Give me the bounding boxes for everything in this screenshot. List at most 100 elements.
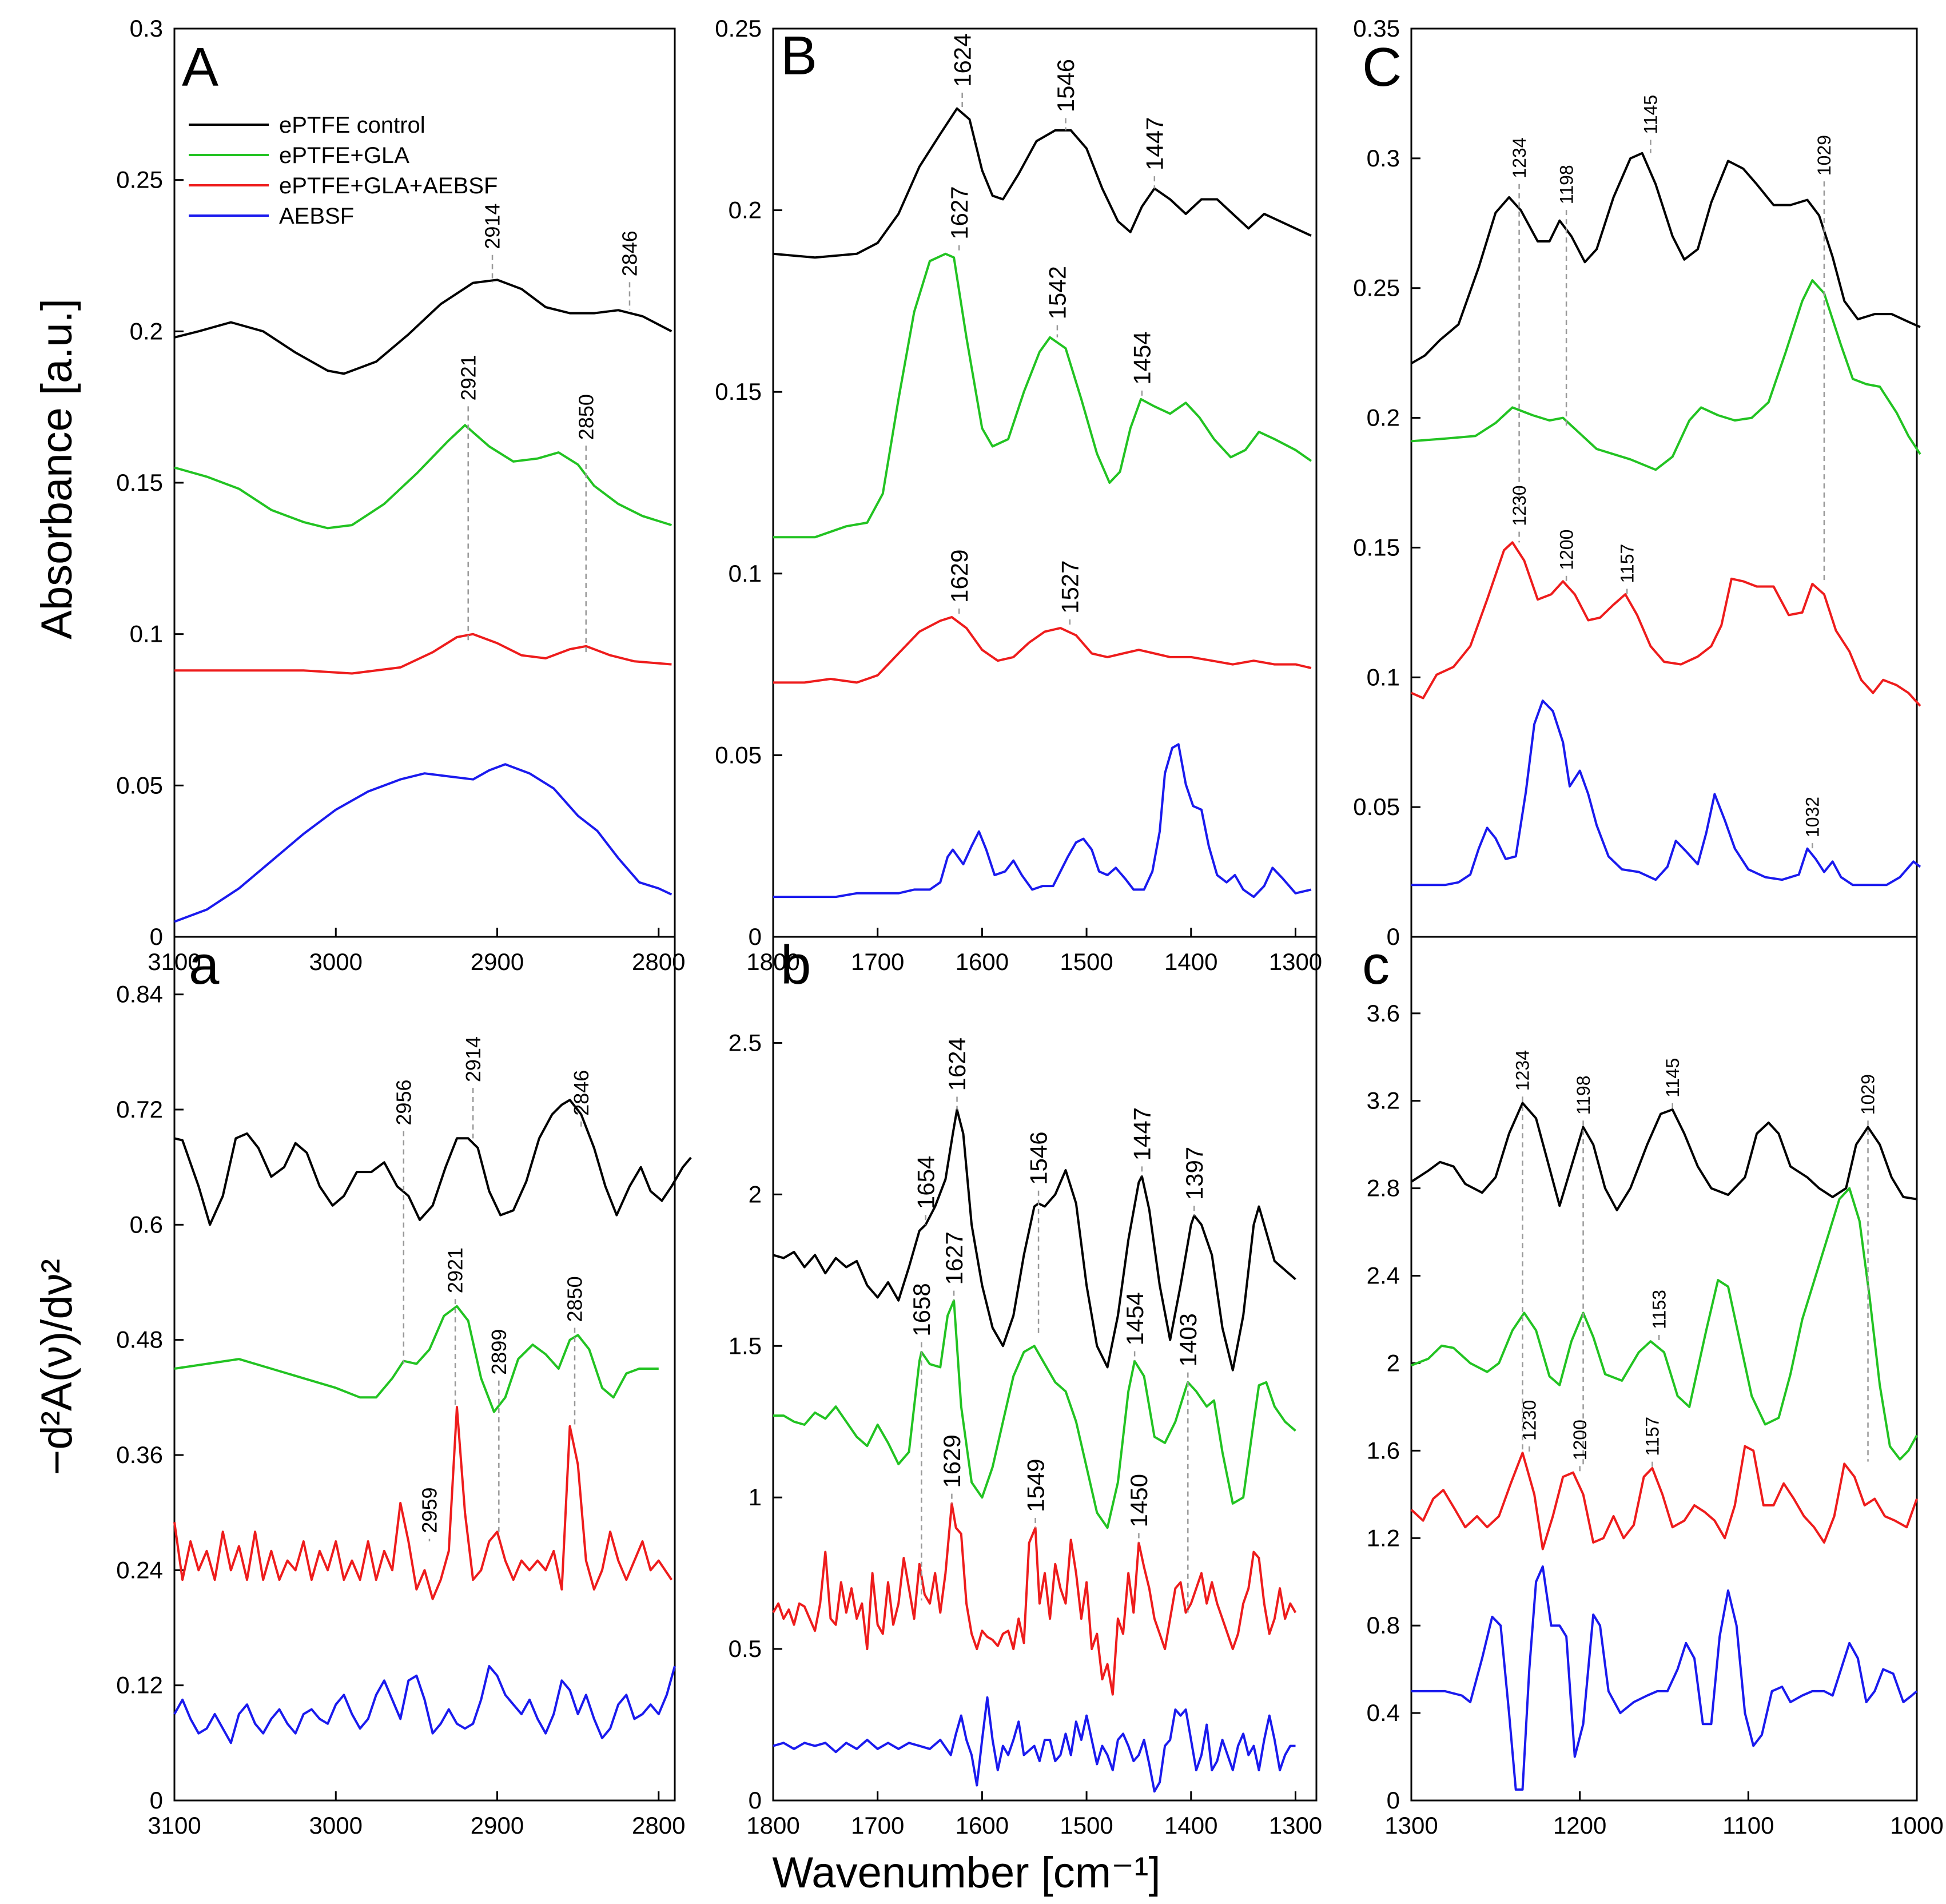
peak-label: 1157 xyxy=(1642,1417,1663,1456)
y-tick-label: 1.2 xyxy=(1367,1524,1400,1551)
peak-label: 1157 xyxy=(1617,544,1637,583)
panel-letter: B xyxy=(781,25,817,86)
y-axis-title-second-derivative: −d²A(ν)/dν² xyxy=(33,1259,81,1475)
peak-label: 1032 xyxy=(1802,797,1823,837)
x-tick-label: 1600 xyxy=(956,948,1009,975)
peak-label: 2914 xyxy=(461,1036,485,1082)
y-tick-label: 0.6 xyxy=(130,1211,163,1238)
y-tick-label: 0 xyxy=(150,923,163,950)
y-tick-label: 2.8 xyxy=(1367,1175,1400,1202)
y-tick-label: 0.15 xyxy=(715,378,762,405)
series-line xyxy=(173,1406,673,1600)
peak-label: 1029 xyxy=(1814,135,1834,176)
y-tick-label: 0 xyxy=(1387,923,1400,950)
y-tick-label: 0.35 xyxy=(1353,15,1400,42)
y-tick-label: 2.4 xyxy=(1367,1262,1400,1289)
y-tick-label: 0.4 xyxy=(1367,1699,1400,1726)
peak-label: 2846 xyxy=(570,1070,593,1116)
peak-label: 1542 xyxy=(1044,266,1071,319)
peak-label: 1527 xyxy=(1057,561,1084,614)
plot-frame xyxy=(772,936,1318,1802)
y-tick-label: 0.05 xyxy=(1353,793,1400,820)
peak-label: 1145 xyxy=(1662,1058,1683,1098)
y-tick-label: 0.05 xyxy=(715,741,762,768)
peak-label: 1198 xyxy=(1556,165,1577,204)
y-tick-label: 1.6 xyxy=(1367,1437,1400,1464)
x-tick-label: 1500 xyxy=(1060,948,1113,975)
peak-label: 1624 xyxy=(949,34,976,87)
legend-label: ePTFE+GLA+AEBSF xyxy=(279,173,498,198)
peak-label: 1549 xyxy=(1022,1459,1049,1512)
y-tick-label: 0.2 xyxy=(130,317,163,344)
peak-label: 1546 xyxy=(1025,1131,1052,1184)
legend-label: ePTFE+GLA xyxy=(279,143,409,168)
peak-label: 1397 xyxy=(1181,1147,1208,1200)
peak-label: 2850 xyxy=(574,394,598,440)
y-tick-label: 0.36 xyxy=(116,1441,163,1468)
peak-label: 1454 xyxy=(1129,331,1156,384)
peak-label: 1145 xyxy=(1641,95,1661,134)
y-tick-label: 0.24 xyxy=(116,1556,163,1583)
x-tick-label: 1200 xyxy=(1553,1812,1606,1839)
peak-label: 1629 xyxy=(938,1434,965,1488)
y-tick-label: 0.25 xyxy=(1353,275,1400,301)
plot-frame xyxy=(173,27,676,938)
series-line xyxy=(174,1305,659,1413)
y-tick-label: 0.8 xyxy=(1367,1612,1400,1639)
legend-entry: ePTFE+GLA+AEBSF xyxy=(189,173,498,198)
y-tick-label: 0.3 xyxy=(1367,145,1400,172)
legend: ePTFE control ePTFE+GLA ePTFE+GLA+AEBSF … xyxy=(189,113,498,229)
y-tick-label: 0.25 xyxy=(715,15,762,42)
series-line xyxy=(1411,1187,1918,1461)
x-tick-label: 1400 xyxy=(1164,1812,1217,1839)
panels-layer: A 0 0.05 0.1 0.15 0.2 0.25 0.3 3100 3000 2900 2800 2… xyxy=(116,15,1943,1839)
panel-letter: c xyxy=(1362,935,1390,996)
y-tick-label: 0.1 xyxy=(130,621,163,647)
y-tick-label: 0.48 xyxy=(116,1326,163,1353)
peak-label: 1200 xyxy=(1556,530,1577,570)
series-line xyxy=(174,763,672,923)
x-tick-label: 1600 xyxy=(956,1812,1009,1839)
y-axis-title-absorbance: Absorbance [a.u.] xyxy=(33,299,81,639)
series-line xyxy=(773,743,1312,899)
y-tick-label: 0.84 xyxy=(116,981,163,1008)
x-tick-label: 1300 xyxy=(1384,1812,1438,1839)
y-tick-label: 0.2 xyxy=(729,197,762,224)
y-tick-label: 0.15 xyxy=(116,469,163,496)
y-tick-label: 0.15 xyxy=(1353,534,1400,561)
y-tick-label: 0.5 xyxy=(729,1635,762,1662)
x-tick-label: 1100 xyxy=(1722,1812,1774,1839)
peak-label: 1627 xyxy=(946,186,973,239)
peak-label: 1230 xyxy=(1509,486,1530,526)
series-line xyxy=(1411,152,1921,365)
peak-label: 1546 xyxy=(1052,59,1079,112)
series-line xyxy=(1411,541,1921,707)
y-tick-label: 0.3 xyxy=(130,15,163,42)
legend-entry: ePTFE control xyxy=(189,113,425,138)
peak-label: 1624 xyxy=(944,1038,970,1091)
y-tick-label: 0 xyxy=(1387,1787,1400,1814)
peak-label: 1654 xyxy=(912,1156,939,1209)
peak-label: 2959 xyxy=(418,1488,441,1533)
legend-label: ePTFE control xyxy=(279,113,425,138)
y-tick-label: 0.12 xyxy=(116,1672,163,1699)
series-line xyxy=(1410,1445,1918,1551)
series-line xyxy=(1411,279,1921,471)
y-tick-label: 0.2 xyxy=(1367,404,1400,431)
x-tick-label: 3000 xyxy=(309,948,363,975)
series-line xyxy=(174,424,672,530)
y-tick-label: 3.6 xyxy=(1367,1000,1400,1027)
peak-label: 1153 xyxy=(1649,1290,1669,1329)
y-tick-label: 0 xyxy=(749,1787,762,1814)
plot-frame xyxy=(1410,936,1918,1802)
series-line xyxy=(174,1099,692,1226)
y-tick-label: 0.25 xyxy=(116,166,163,193)
y-tick-label: 0.72 xyxy=(116,1096,163,1123)
panel-b: b 0 0.5 1 1.5 2 2.5 1800 1700 1600 1500 1400 1300 162… xyxy=(729,935,1323,1839)
x-tick-label: 3100 xyxy=(148,1812,201,1839)
peak-label: 1234 xyxy=(1513,1050,1533,1091)
x-tick-label: 2800 xyxy=(632,1812,685,1839)
series-line xyxy=(773,252,1312,539)
